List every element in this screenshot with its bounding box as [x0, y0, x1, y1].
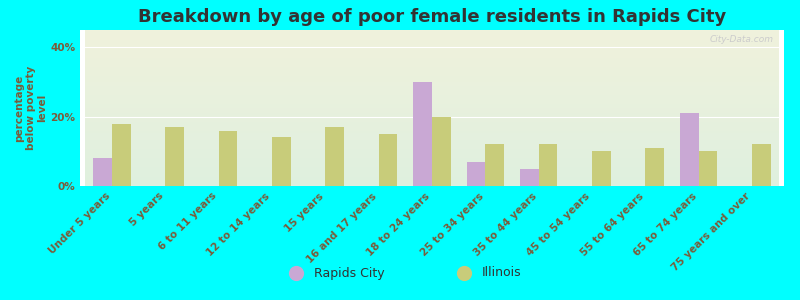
Bar: [592, 151, 610, 186]
Bar: [752, 144, 770, 186]
Bar: [218, 130, 238, 186]
Text: City-Data.com: City-Data.com: [710, 35, 774, 44]
Bar: [272, 137, 290, 186]
Bar: [326, 127, 344, 186]
Bar: [166, 127, 184, 186]
Text: Rapids City: Rapids City: [314, 266, 384, 280]
Bar: [538, 144, 558, 186]
Bar: [112, 124, 130, 186]
Bar: [486, 144, 504, 186]
Point: [290, 271, 302, 275]
Bar: [520, 169, 538, 186]
Y-axis label: percentage
below poverty
level: percentage below poverty level: [14, 66, 47, 150]
Bar: [680, 113, 698, 186]
Text: Illinois: Illinois: [482, 266, 522, 280]
Bar: [378, 134, 398, 186]
Bar: [414, 82, 432, 186]
Bar: [432, 117, 450, 186]
Bar: [646, 148, 664, 186]
Point: [458, 271, 470, 275]
Bar: [698, 151, 718, 186]
Title: Breakdown by age of poor female residents in Rapids City: Breakdown by age of poor female resident…: [138, 8, 726, 26]
Bar: [94, 158, 112, 186]
Bar: [466, 162, 486, 186]
